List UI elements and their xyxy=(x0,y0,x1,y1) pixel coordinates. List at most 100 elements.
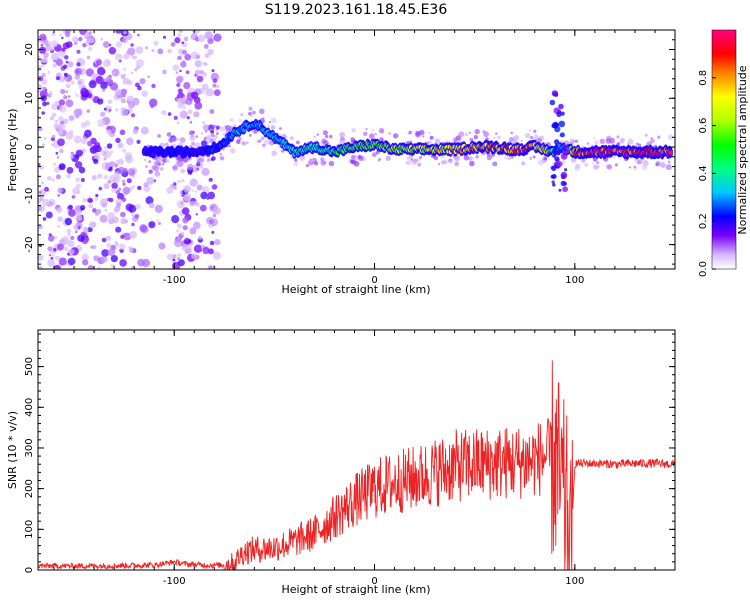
spectrogram-halo-point xyxy=(294,158,298,162)
spectrogram-noise-point xyxy=(189,227,197,235)
spectrogram-noise-point xyxy=(80,122,87,128)
spectrogram-halo-point xyxy=(609,137,615,144)
spectrogram-disturbance-point xyxy=(560,171,568,179)
spectrogram-noise-point xyxy=(74,230,78,234)
spectrogram-noise-point xyxy=(70,236,75,240)
spectrogram-noise-point xyxy=(51,178,55,182)
spectrogram-noise-point xyxy=(77,80,82,85)
spectrogram-noise-point xyxy=(108,218,115,225)
spectrogram-noise-point xyxy=(207,38,214,45)
spectrogram-disturbance-point xyxy=(551,165,557,171)
spectrogram-noise-point xyxy=(181,207,190,215)
spectrogram-noise-point xyxy=(212,213,217,218)
spectrogram-halo-point xyxy=(176,137,180,141)
spectrogram-noise-point xyxy=(80,87,89,96)
spectrogram-noise-point xyxy=(180,168,186,174)
spectrogram-noise-point xyxy=(186,116,190,120)
y-tick-label: 400 xyxy=(24,398,35,417)
spectrogram-halo-point xyxy=(614,163,618,167)
spectrogram-noise-point xyxy=(207,191,215,200)
spectrogram-noise-point xyxy=(68,204,73,210)
spectrogram-noise-point xyxy=(38,205,43,212)
spectrogram-halo-point xyxy=(419,156,423,159)
snr-panel: -100 0 100 0 100 200 300 400 500 Height of strai… xyxy=(6,329,676,596)
spectrogram-halo-point xyxy=(497,135,501,140)
spectrogram-noise-point xyxy=(107,248,116,256)
spectrogram-noise-point xyxy=(57,187,64,194)
snr-series-line xyxy=(38,360,675,570)
spectrogram-noise-point xyxy=(84,129,92,138)
spectrogram-halo-point xyxy=(510,131,513,135)
spectrogram-noise-point xyxy=(121,197,127,202)
spectrogram-halo-point xyxy=(322,130,328,136)
spectrogram-noise-point xyxy=(38,254,44,261)
spectrogram-noise-point xyxy=(148,202,155,209)
spectrogram-noise-point xyxy=(119,259,127,267)
spectrogram-noise-point xyxy=(41,72,46,78)
spectrogram-halo-point xyxy=(594,140,599,145)
spectrogram-noise-point xyxy=(162,35,167,39)
spectrogram-noise-point xyxy=(66,166,74,174)
spectrogram-noise-point xyxy=(143,182,149,188)
spectrogram-noise-point xyxy=(209,109,215,114)
spectrogram-halo-point xyxy=(144,158,147,161)
spectrogram-noise-point xyxy=(148,169,153,174)
spectrogram-noise-point xyxy=(57,224,61,228)
spectrogram-noise-point xyxy=(52,63,57,68)
spectrogram-noise-point xyxy=(194,69,201,76)
spectrogram-noise-point xyxy=(107,99,113,105)
spectrogram-halo-point xyxy=(323,160,327,165)
spectrogram-noise-point xyxy=(199,204,207,212)
spectrogram-halo-point xyxy=(363,131,368,136)
spectrogram-halo-point xyxy=(468,131,471,134)
spectrogram-noise-point xyxy=(153,40,159,46)
colorbar-tick-label: 0.2 xyxy=(698,213,709,229)
spectrogram-noise-point xyxy=(57,138,65,147)
spectrogram-halo-point xyxy=(389,132,392,135)
spectrogram-noise-point xyxy=(211,230,215,234)
spectrogram-noise-point xyxy=(70,80,75,85)
spectrogram-noise-point xyxy=(67,257,76,266)
spectrogram-noise-point xyxy=(195,190,198,193)
spectrogram-noise-point xyxy=(41,181,44,185)
spectrogram-noise-point xyxy=(119,129,126,136)
spectrogram-noise-point xyxy=(62,95,66,99)
spectrogram-ridge-core xyxy=(668,150,673,156)
spectrogram-noise-point xyxy=(139,78,146,85)
spectrogram-noise-point xyxy=(97,119,106,127)
spectrogram-halo-point xyxy=(353,154,357,158)
spectrogram-noise-point xyxy=(126,178,132,184)
spectrogram-noise-point xyxy=(158,222,161,225)
spectrogram-noise-point xyxy=(58,257,67,266)
spectrogram-noise-point xyxy=(129,231,138,239)
spectrogram-halo-point xyxy=(240,113,243,116)
spectrogram-halo-point xyxy=(249,134,252,137)
spectrogram-noise-point xyxy=(105,59,111,65)
spectrogram-noise-point xyxy=(92,208,97,213)
spectrogram-noise-point xyxy=(127,99,131,103)
spectrogram-halo-point xyxy=(279,127,282,130)
colorbar-gradient xyxy=(711,29,737,270)
spectrogram-noise-point xyxy=(69,154,74,159)
snr-y-label: SNR (10 * v/v) xyxy=(6,411,19,489)
spectrogram-noise-point xyxy=(98,186,103,191)
spectrogram-noise-point xyxy=(133,55,138,60)
colorbar-tick-label: 0.4 xyxy=(698,165,709,181)
spectrogram-noise-point xyxy=(128,168,133,173)
spectrogram-noise-point xyxy=(213,89,221,96)
spectrogram-noise-point xyxy=(38,265,43,269)
spectrogram-disturbance-point xyxy=(551,90,559,97)
spectrogram-halo-point xyxy=(159,167,164,171)
spectrogram-noise-point xyxy=(56,76,60,81)
spectrogram-noise-point xyxy=(174,37,181,44)
spectrogram-noise-point xyxy=(71,195,76,199)
spectrogram-noise-point xyxy=(151,49,155,53)
spectrogram-noise-point xyxy=(209,240,215,246)
spectrogram-noise-point xyxy=(39,188,47,197)
spectrogram-halo-point xyxy=(206,156,210,160)
y-tick-label: 300 xyxy=(24,438,35,457)
spectrogram-noise-point xyxy=(205,88,214,97)
spectrogram-noise-point xyxy=(100,111,106,117)
spectrogram-noise-point xyxy=(68,209,76,217)
spectrogram-halo-point xyxy=(393,133,399,139)
